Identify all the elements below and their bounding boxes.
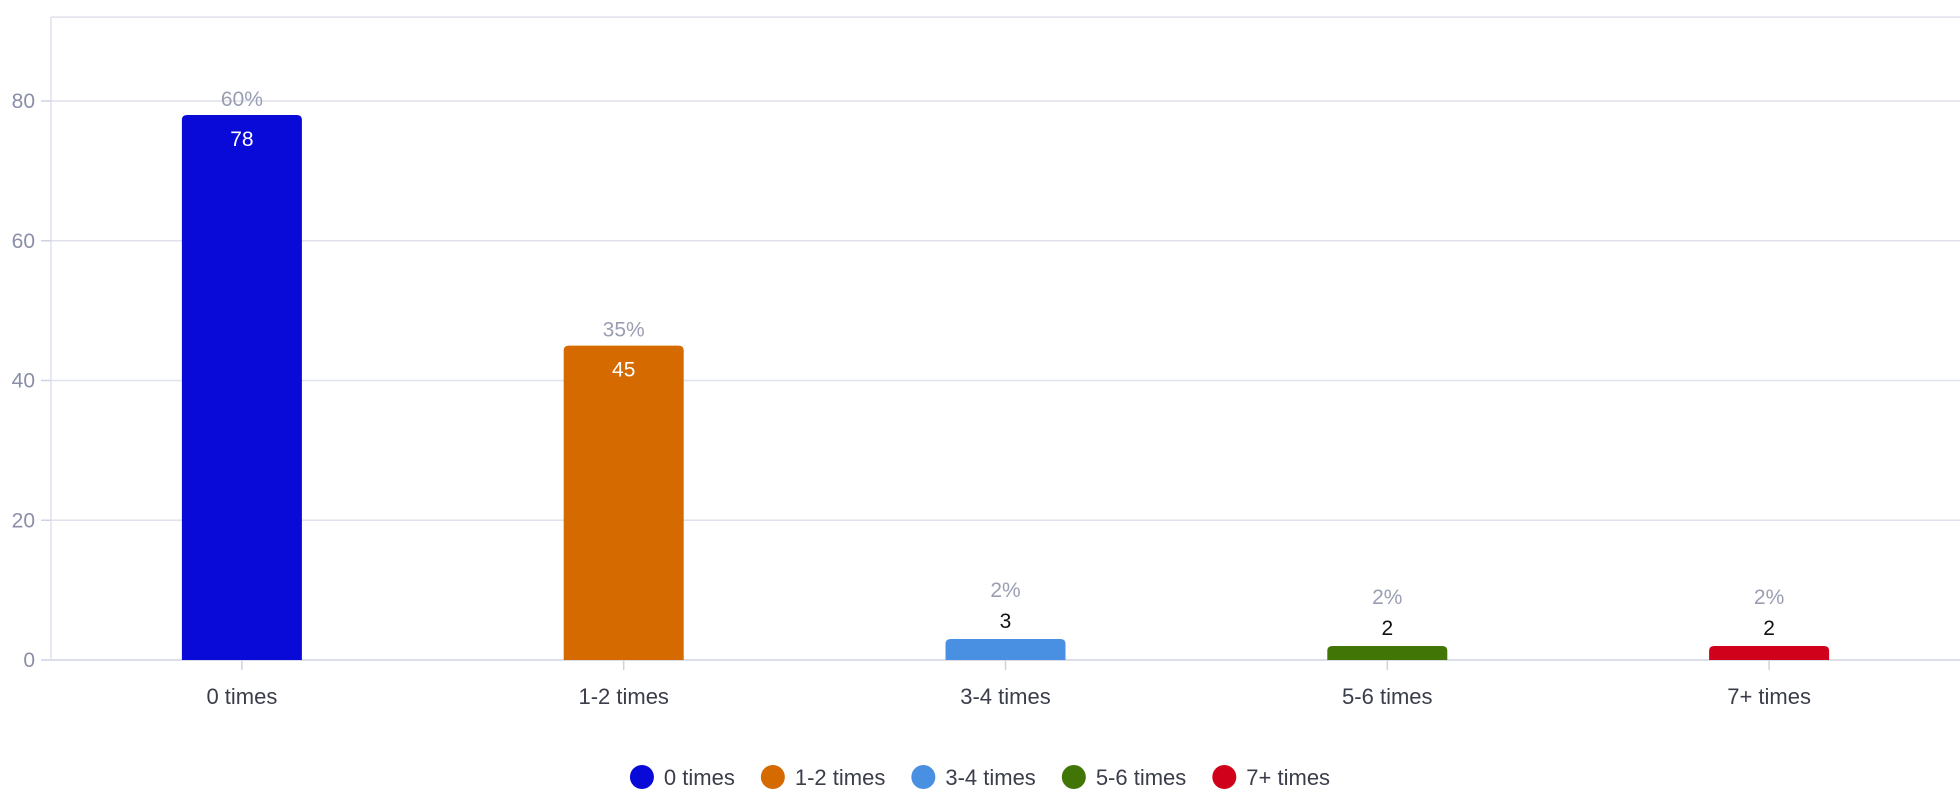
y-tick-label: 60 [12, 230, 35, 253]
legend-swatch [911, 765, 936, 789]
legend-label: 5-6 times [1096, 765, 1186, 790]
x-tick-label: 5-6 times [1342, 684, 1432, 709]
legend-swatch [1212, 765, 1237, 789]
bars-layer [181, 114, 1830, 661]
legend-item: 5-6 times [1061, 765, 1186, 790]
data-label-percent: 2% [1754, 586, 1784, 609]
legend-swatch [760, 765, 785, 789]
bar-5-6-times [1327, 646, 1448, 660]
legend: 0 times 1-2 times 3-4 times 5-6 times 7+ tim… [629, 765, 1330, 790]
bar-1-2-times [563, 345, 684, 660]
legend-item: 1-2 times [760, 765, 885, 790]
x-tick-label: 7+ times [1727, 684, 1811, 709]
legend-item: 0 times [629, 765, 735, 790]
axis-layer: 0 20 40 60 80 [12, 17, 1770, 672]
x-tick-label: 0 times [206, 684, 277, 709]
bar-7-times [1709, 646, 1830, 660]
bar-3-4-times [945, 639, 1066, 660]
data-label-value: 45 [612, 359, 635, 382]
legend-label: 0 times [664, 765, 735, 790]
data-label-percent: 60% [221, 88, 263, 111]
data-label-value: 3 [1000, 610, 1012, 633]
y-tick-label: 40 [12, 370, 35, 393]
legend-item: 7+ times [1212, 765, 1330, 790]
data-label-value: 2 [1763, 617, 1775, 640]
legend-swatch [629, 765, 654, 789]
y-tick-label: 20 [12, 509, 35, 532]
data-label-percent: 2% [990, 579, 1020, 602]
data-label-percent: 35% [603, 319, 645, 342]
legend-swatch [1061, 765, 1086, 789]
legend-label: 3-4 times [945, 765, 1035, 790]
labels-layer: 0 times 78 60% 1-2 times 45 35% 3-4 times 3 2% 5-… [206, 88, 1811, 709]
x-tick-label: 3-4 times [960, 684, 1050, 709]
data-label-value: 2 [1381, 617, 1393, 640]
grid-layer [51, 16, 1960, 661]
y-tick-label: 0 [23, 649, 35, 672]
data-label-value: 78 [230, 128, 253, 151]
legend-item: 3-4 times [911, 765, 1036, 790]
x-tick-label: 1-2 times [578, 684, 668, 709]
data-label-percent: 2% [1372, 586, 1402, 609]
legend-label: 1-2 times [795, 765, 885, 790]
legend-label: 7+ times [1246, 765, 1330, 790]
y-tick-label: 80 [12, 90, 35, 113]
bar-0-times [181, 114, 302, 661]
